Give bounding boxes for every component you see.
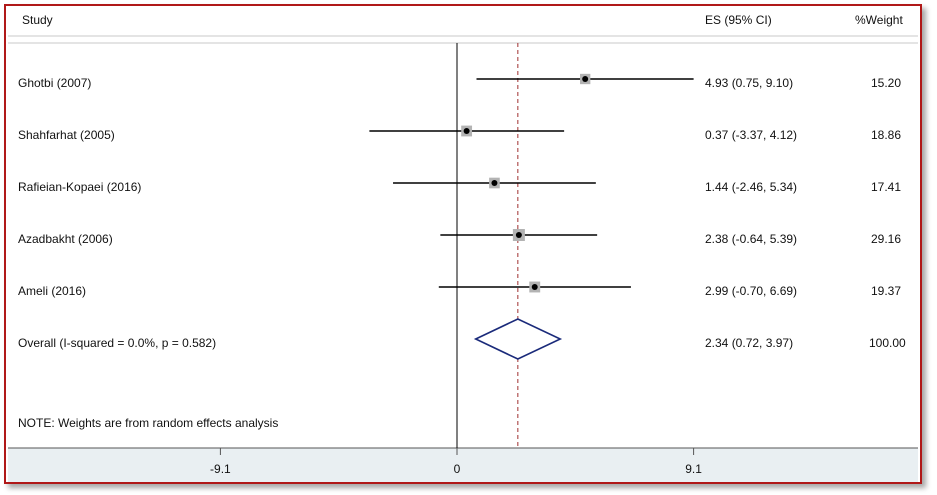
point-estimate [515,232,522,238]
weight-label: 17.41 [871,180,901,194]
weight-label: 19.37 [871,284,901,298]
overall-label: Overall (I-squared = 0.0%, p = 0.582) [18,336,216,350]
axis-tick-label: 0 [454,462,461,476]
point-estimate [491,180,498,186]
axis-tick-label: 9.1 [685,462,702,476]
es-ci-label: 0.37 (-3.37, 4.12) [705,128,797,142]
axis-band [8,448,918,482]
forest-plot-frame [4,4,922,484]
weight-label: 29.16 [871,232,901,246]
study-label: Azadbakht (2006) [18,232,113,246]
footnote: NOTE: Weights are from random effects an… [18,416,278,430]
overall-diamond [473,318,563,360]
header-weight: %Weight [855,13,903,27]
weight-label: 15.20 [871,76,901,90]
header-study: Study [22,13,53,27]
header-es: ES (95% CI) [705,13,772,27]
study-label: Ghotbi (2007) [18,76,91,90]
es-ci-label: 4.93 (0.75, 9.10) [705,76,793,90]
axis-tick-label: -9.1 [210,462,231,476]
study-label: Rafieian-Kopaei (2016) [18,180,141,194]
overall-weight-label: 100.00 [869,336,906,350]
es-ci-label: 1.44 (-2.46, 5.34) [705,180,797,194]
es-ci-label: 2.38 (-0.64, 5.39) [705,232,797,246]
point-estimate [463,128,470,134]
point-estimate [531,284,538,290]
overall-es-ci-label: 2.34 (0.72, 3.97) [705,336,793,350]
study-label: Shahfarhat (2005) [18,128,115,142]
es-ci-label: 2.99 (-0.70, 6.69) [705,284,797,298]
study-label: Ameli (2016) [18,284,86,298]
point-estimate [582,76,589,82]
weight-label: 18.86 [871,128,901,142]
